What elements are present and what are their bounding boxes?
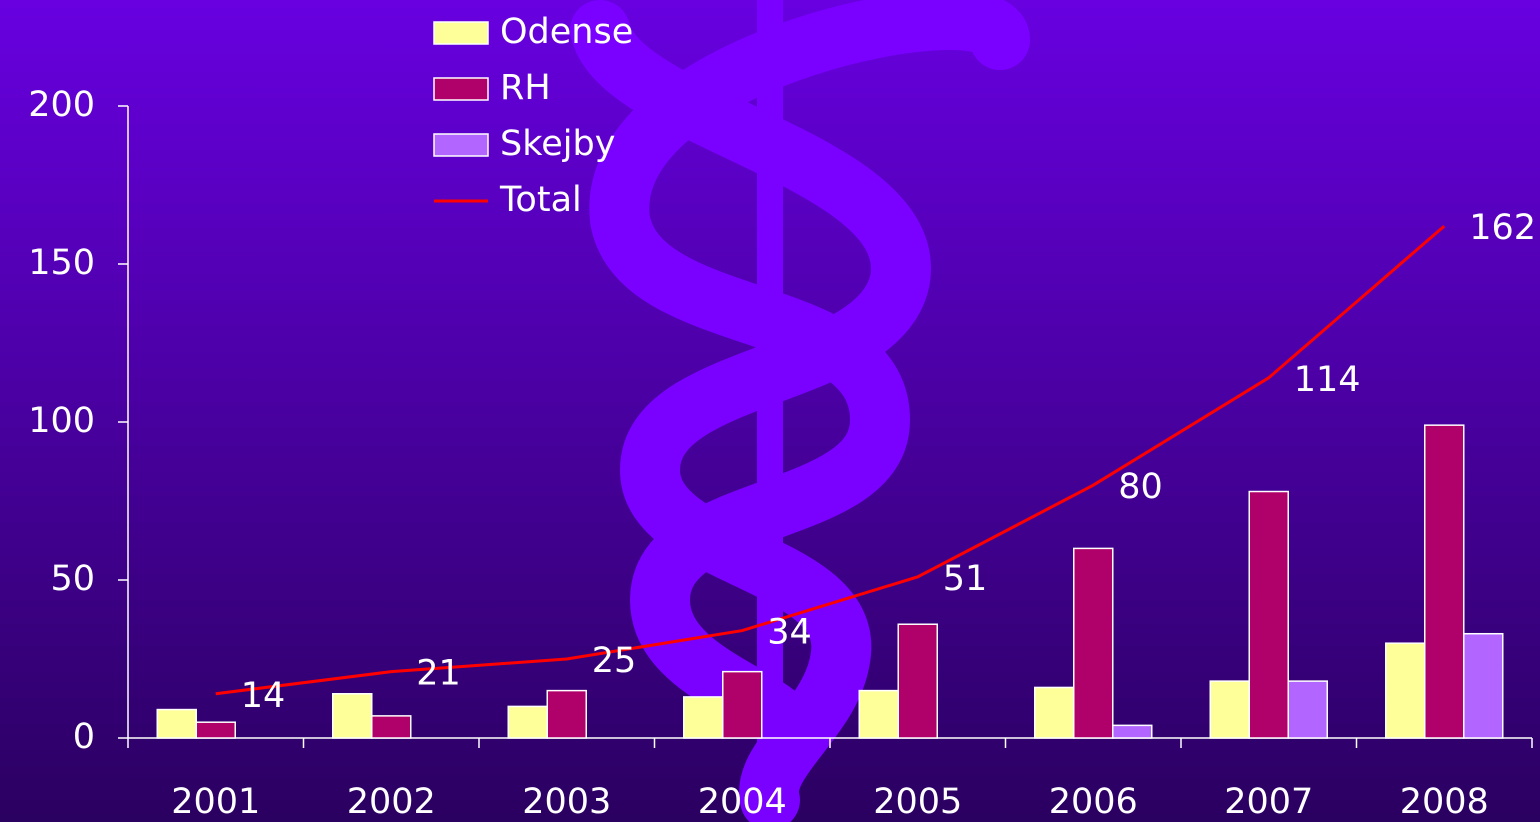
y-tick-label: 200 <box>28 85 95 125</box>
data-label: 114 <box>1294 360 1361 400</box>
legend-label: Odense <box>500 12 633 52</box>
bar <box>683 696 724 739</box>
bar <box>195 721 236 739</box>
data-label: 14 <box>241 676 286 716</box>
bar <box>371 715 412 739</box>
bar <box>1385 642 1426 739</box>
x-tick-label: 2002 <box>347 782 436 822</box>
data-label: 162 <box>1469 208 1536 248</box>
x-tick-label: 2006 <box>1049 782 1138 822</box>
watermark <box>570 0 1030 822</box>
bar <box>1034 686 1075 739</box>
legend-swatch <box>433 77 489 101</box>
x-tick-label: 2004 <box>698 782 787 822</box>
bar <box>722 670 763 739</box>
legend: Odense RH Skejby Total <box>433 12 633 220</box>
data-label: 25 <box>592 641 637 681</box>
bar <box>546 689 587 739</box>
data-label: 51 <box>943 559 988 599</box>
bar <box>332 693 373 739</box>
x-tick-label: 2005 <box>873 782 962 822</box>
data-label: 34 <box>767 613 812 653</box>
legend-swatch <box>433 133 489 157</box>
y-tick-label: 150 <box>28 243 95 283</box>
x-tick-label: 2007 <box>1224 782 1313 822</box>
bar <box>1287 680 1328 739</box>
bar <box>1463 632 1504 739</box>
bar <box>156 708 197 739</box>
bar <box>1112 724 1153 739</box>
y-tick-label: 0 <box>73 717 95 757</box>
legend-label: RH <box>500 68 551 108</box>
bar <box>1209 680 1250 739</box>
bar <box>897 623 938 739</box>
x-tick-label: 2003 <box>522 782 611 822</box>
bar <box>1248 490 1289 739</box>
data-label: 21 <box>416 654 461 694</box>
data-label: 80 <box>1118 467 1163 507</box>
bar <box>858 689 899 739</box>
line <box>215 224 1446 696</box>
y-tick-label: 100 <box>28 401 95 441</box>
y-tick-label: 50 <box>50 559 95 599</box>
bar <box>1424 424 1465 739</box>
legend-label: Total <box>499 180 582 220</box>
x-tick-label: 2001 <box>171 782 260 822</box>
bar <box>507 705 548 739</box>
legend-label: Skejby <box>500 124 615 164</box>
bar <box>1073 547 1114 739</box>
x-tick-label: 2008 <box>1400 782 1489 822</box>
legend-swatch <box>433 21 489 45</box>
